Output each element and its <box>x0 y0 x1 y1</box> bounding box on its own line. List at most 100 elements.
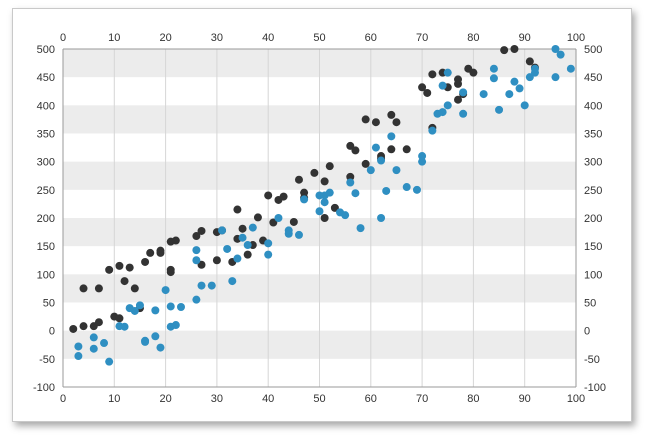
data-point-blue <box>402 183 411 192</box>
data-point-blue <box>264 250 273 259</box>
data-point-blue <box>135 301 144 310</box>
x-tick-label-bottom: 20 <box>159 393 171 405</box>
tick-labels: 0 0 10 10 20 20 30 30 40 40 50 50 60 60 70 70 80 80 90 90 10… <box>33 32 606 405</box>
x-tick-label-top: 10 <box>108 32 120 44</box>
data-point-dark <box>264 191 273 200</box>
data-point-blue <box>505 90 514 99</box>
data-point-dark <box>197 226 206 235</box>
data-point-blue <box>166 302 175 311</box>
y-tick-label-left: 450 <box>37 72 55 84</box>
data-point-blue <box>443 68 452 77</box>
data-points <box>69 45 575 366</box>
x-tick-label-top: 40 <box>262 32 274 44</box>
x-tick-label-bottom: 70 <box>416 393 428 405</box>
data-point-blue <box>192 246 201 255</box>
data-point-blue <box>264 239 273 248</box>
data-point-blue <box>294 230 303 239</box>
x-tick-label-top: 60 <box>365 32 377 44</box>
data-point-dark <box>69 324 78 333</box>
x-tick-label-top: 20 <box>159 32 171 44</box>
data-point-blue <box>412 185 421 194</box>
y-tick-label-left: 400 <box>37 100 55 112</box>
y-tick-label-right: 400 <box>584 100 602 112</box>
data-point-dark <box>253 213 262 222</box>
data-point-blue <box>156 343 165 352</box>
x-tick-label-bottom: 100 <box>567 393 585 405</box>
data-point-blue <box>382 186 391 195</box>
x-tick-label-top: 90 <box>519 32 531 44</box>
x-tick-label-bottom: 0 <box>60 393 66 405</box>
data-point-blue <box>284 226 293 235</box>
data-point-blue <box>428 126 437 135</box>
data-point-dark <box>469 68 478 77</box>
x-tick-label-bottom: 50 <box>313 393 325 405</box>
data-point-blue <box>459 88 468 97</box>
data-point-blue <box>238 233 247 242</box>
y-tick-label-right: -50 <box>584 354 600 366</box>
data-point-blue <box>315 207 324 216</box>
y-tick-label-right: 50 <box>584 298 596 310</box>
y-tick-label-right: 450 <box>584 72 602 84</box>
x-tick-label-top: 70 <box>416 32 428 44</box>
y-tick-label-right: -100 <box>584 382 606 394</box>
data-point-blue <box>377 214 386 222</box>
data-point-blue <box>418 152 427 161</box>
y-tick-label-left: -100 <box>33 382 55 394</box>
data-point-blue <box>387 132 396 141</box>
data-point-blue <box>151 306 160 315</box>
data-point-dark <box>94 318 103 327</box>
y-tick-label-left: 50 <box>43 298 55 310</box>
data-point-blue <box>443 101 452 110</box>
data-point-dark <box>197 260 206 269</box>
data-point-dark <box>115 314 124 323</box>
data-point-dark <box>510 45 519 53</box>
data-point-blue <box>530 64 539 73</box>
data-point-dark <box>233 205 242 214</box>
data-point-dark <box>387 145 396 154</box>
data-point-blue <box>161 286 170 295</box>
data-point-blue <box>551 73 560 82</box>
data-point-dark <box>500 46 509 55</box>
data-point-blue <box>341 211 350 220</box>
data-point-blue <box>495 105 504 114</box>
data-point-blue <box>489 74 498 83</box>
data-point-dark <box>371 118 380 127</box>
data-point-blue <box>366 166 375 175</box>
data-point-dark <box>346 141 355 150</box>
y-tick-label-right: 0 <box>584 326 590 338</box>
data-point-dark <box>310 168 319 177</box>
data-point-dark <box>120 277 129 286</box>
data-point-blue <box>371 143 380 152</box>
data-point-blue <box>120 322 129 331</box>
data-point-dark <box>94 284 103 293</box>
data-point-dark <box>387 110 396 119</box>
data-point-blue <box>243 241 252 250</box>
data-point-blue <box>197 281 206 290</box>
data-point-blue <box>130 306 139 315</box>
data-point-dark <box>392 118 401 127</box>
data-point-blue <box>351 189 360 198</box>
y-tick-label-left: 100 <box>37 269 55 281</box>
y-tick-label-right: 200 <box>584 213 602 225</box>
data-point-blue <box>418 157 427 166</box>
data-point-blue <box>89 333 98 342</box>
data-point-blue <box>525 73 534 82</box>
x-tick-label-top: 50 <box>313 32 325 44</box>
data-point-blue <box>176 303 185 312</box>
data-point-blue <box>356 224 365 233</box>
data-point-blue <box>192 295 201 304</box>
data-point-blue <box>377 156 386 165</box>
data-point-dark <box>361 159 370 168</box>
y-tick-label-right: 150 <box>584 241 602 253</box>
y-tick-label-left: 200 <box>37 213 55 225</box>
data-point-blue <box>438 81 447 90</box>
y-tick-label-right: 350 <box>584 129 602 141</box>
data-point-blue <box>171 321 180 330</box>
data-point-blue <box>74 352 83 361</box>
data-point-blue <box>325 188 334 197</box>
y-tick-label-right: 100 <box>584 269 602 281</box>
chart-card: 0 0 10 10 20 20 30 30 40 40 50 50 60 60 70 70 80 80 90 90 10… <box>12 8 632 422</box>
scatter-chart: 0 0 10 10 20 20 30 30 40 40 50 50 60 60 70 70 80 80 90 90 10… <box>33 32 606 405</box>
data-point-blue <box>520 101 529 110</box>
data-point-blue <box>392 166 401 175</box>
